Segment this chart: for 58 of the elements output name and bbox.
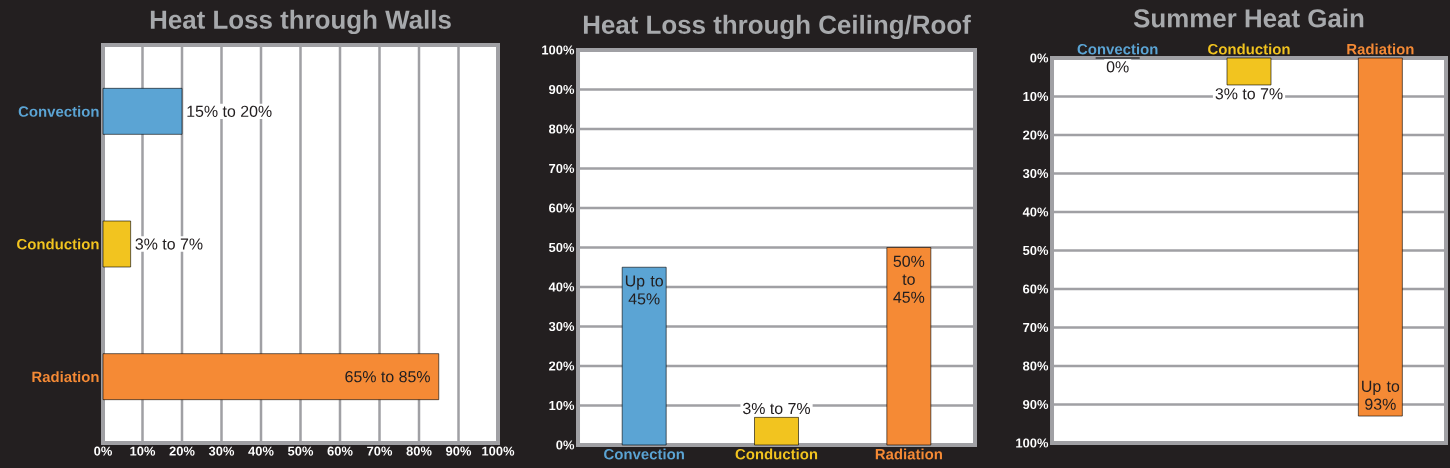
data-label: Up to 93%: [1362, 380, 1400, 410]
x-tick-label: 40%: [248, 446, 274, 456]
x-tick-label: 70%: [367, 446, 393, 456]
y-tick-label: 100%: [1016, 438, 1049, 448]
x-tick-label: 60%: [327, 446, 353, 456]
x-tick-label: Conduction: [735, 448, 818, 460]
y-tick-label: Conduction: [17, 238, 99, 250]
y-tick-label: 80%: [548, 124, 575, 134]
data-label: 0%: [1106, 61, 1129, 73]
x-tick-label: 80%: [406, 446, 432, 456]
y-tick-label: 90%: [549, 84, 575, 95]
y-tick-label: 80%: [1022, 361, 1049, 371]
y-tick-label: Convection: [18, 105, 99, 117]
x-tick-label: 0%: [94, 446, 113, 456]
x-tick-label: 30%: [208, 446, 235, 456]
y-tick-label: 30%: [1022, 168, 1049, 179]
bar: [754, 417, 799, 446]
data-label: 3% to 7%: [743, 402, 811, 415]
y-tick-label: 0%: [1030, 53, 1049, 63]
y-tick-label: 60%: [1023, 284, 1049, 294]
x-tick-label: 50%: [287, 446, 314, 456]
x-tick-label: Convection: [1077, 43, 1158, 55]
data-label: 3% to 7%: [135, 238, 203, 250]
x-tick-label: Conduction: [1208, 43, 1290, 55]
y-tick-label: 90%: [1023, 399, 1049, 410]
x-tick-label: Radiation: [1347, 43, 1414, 55]
y-tick-label: 10%: [1023, 91, 1049, 102]
y-tick-label: 20%: [549, 361, 575, 371]
bar: [102, 88, 183, 135]
x-tick-label: Convection: [604, 448, 684, 460]
y-tick-label: 50%: [1022, 245, 1049, 256]
y-tick-label: 50%: [548, 242, 575, 253]
y-tick-label: 20%: [1023, 130, 1049, 140]
y-tick-label: Radiation: [32, 371, 99, 383]
y-tick-label: 60%: [549, 203, 575, 213]
data-label: 15% to 20%: [187, 105, 272, 117]
bar: [102, 353, 440, 400]
bar: [621, 266, 667, 446]
y-tick-label: 40%: [548, 282, 575, 292]
x-tick-label: 100%: [482, 446, 515, 456]
y-tick-label: 10%: [549, 400, 575, 411]
chart-title: Heat Loss through Ceiling/Roof: [583, 14, 971, 40]
y-tick-label: 70%: [549, 163, 575, 174]
y-tick-label: 30%: [548, 321, 575, 332]
data-label: 65% to 85%: [345, 371, 430, 383]
data-label: 3% to 7%: [1215, 88, 1283, 100]
data-label: 50% to 45%: [893, 255, 925, 303]
x-tick-label: 10%: [130, 446, 156, 456]
bar: [102, 220, 131, 268]
x-tick-label: 90%: [446, 446, 472, 456]
chart-title: Summer Heat Gain: [1133, 8, 1364, 28]
chart-title: Heat Loss through Walls: [150, 9, 451, 35]
bar: [886, 247, 932, 446]
x-tick-label: Radiation: [875, 448, 942, 460]
y-tick-label: 40%: [1022, 207, 1049, 217]
x-tick-label: 20%: [169, 446, 195, 456]
y-tick-label: 70%: [1023, 322, 1049, 333]
data-label: Up to 45%: [625, 275, 663, 305]
